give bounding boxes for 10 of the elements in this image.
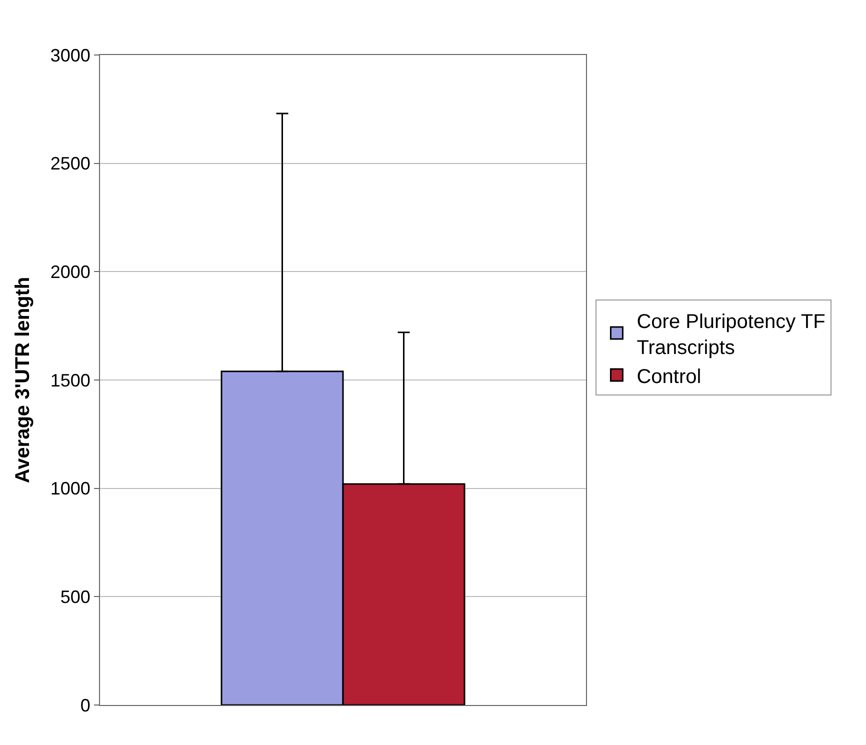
legend-label: Core Pluripotency TF Transcripts (636, 310, 826, 359)
y-tick-label: 1000 (50, 478, 90, 499)
y-tick-label: 2000 (50, 262, 90, 282)
y-tick-label: 1500 (50, 370, 90, 390)
y-axis-title: Average 3'UTR length (12, 276, 34, 484)
y-tick-label: 0 (80, 695, 90, 716)
legend-label: Control (636, 366, 702, 388)
y-tick-label: 500 (60, 586, 90, 607)
y-tick-label: 3000 (50, 45, 90, 66)
y-tick-label: 2500 (50, 154, 90, 174)
